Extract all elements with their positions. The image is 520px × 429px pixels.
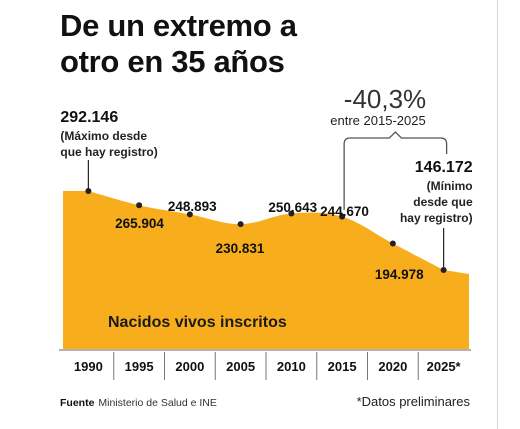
data-point <box>288 210 295 217</box>
value-label: 292.146 <box>60 109 118 126</box>
x-tick-label: 2000 <box>175 359 204 374</box>
labels-layer: 292.146 265.904 248.893 230.831 250.643 244.6… <box>60 109 473 282</box>
value-label: 250.643 <box>268 200 317 215</box>
x-tick-label: 1990 <box>74 359 103 374</box>
value-label: 248.893 <box>168 199 217 214</box>
births-area <box>63 191 469 349</box>
value-label: 146.172 <box>415 159 473 176</box>
data-point <box>186 211 193 218</box>
x-axis: 1990 1995 2000 2005 2010 2015 2020 2025* <box>59 349 471 380</box>
footer: Fuente Ministerio de Salud e INE *Datos p… <box>60 393 470 413</box>
x-tick-label: 1995 <box>125 359 154 374</box>
source: Fuente Ministerio de Salud e INE <box>60 397 217 409</box>
data-point <box>339 213 346 220</box>
change-callout: -40,3% entre 2015-2025 <box>330 84 448 210</box>
change-percent: -40,3% <box>344 84 426 114</box>
x-tick-label: 2005 <box>226 359 255 374</box>
markers-layer <box>85 188 447 273</box>
x-tick-label: 2020 <box>378 359 407 374</box>
x-tick-label: 2010 <box>277 359 306 374</box>
chart-title: De un extremo a otro en 35 años <box>60 8 297 80</box>
source-text: Ministerio de Salud e INE <box>98 397 217 409</box>
data-point <box>136 202 143 209</box>
title-line-2: otro en 35 años <box>60 44 285 79</box>
area-label: Nacidos vivos inscritos <box>108 314 287 331</box>
value-label: 230.831 <box>216 241 265 256</box>
area-layer: Nacidos vivos inscritos <box>63 191 469 349</box>
data-point <box>85 188 92 194</box>
change-period: entre 2015-2025 <box>330 113 425 128</box>
preliminary-note: *Datos preliminares <box>356 394 470 409</box>
x-tick-label: 2025* <box>427 359 462 374</box>
right-divider <box>497 0 498 429</box>
data-point <box>389 240 396 247</box>
data-point <box>440 266 447 273</box>
data-point <box>237 221 244 228</box>
value-label: 265.904 <box>115 216 164 231</box>
min-annotation: (Mínimo desde que hay registro) <box>400 179 473 225</box>
title-line-1: De un extremo a <box>60 8 297 43</box>
source-label: Fuente <box>60 397 95 409</box>
value-label: 244.670 <box>320 204 369 219</box>
x-tick-label: 2015 <box>328 359 357 374</box>
change-bracket <box>343 131 448 210</box>
max-annotation: (Máximo desde que hay registro) <box>60 129 157 159</box>
value-label: 194.978 <box>375 267 424 282</box>
